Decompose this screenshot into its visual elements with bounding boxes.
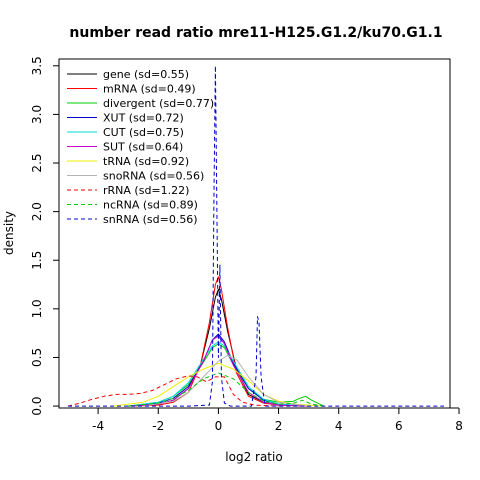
chart-title: number read ratio mre11-H125.G1.2/ku70.G… xyxy=(69,25,442,41)
x-axis: -4 -2 0 2 4 6 8 xyxy=(92,407,463,433)
x-tick-label: 2 xyxy=(275,419,283,433)
x-tick-label: 6 xyxy=(395,419,403,433)
y-tick-label: 1.5 xyxy=(30,251,44,270)
x-tick-label: 4 xyxy=(335,419,343,433)
legend-label: snRNA (sd=0.56) xyxy=(103,213,198,226)
legend-label: XUT (sd=0.72) xyxy=(103,112,184,125)
y-tick-label: 3.0 xyxy=(30,105,44,124)
legend: gene (sd=0.55) mRNA (sd=0.49)divergent (s… xyxy=(67,68,214,226)
y-tick-label: 0.5 xyxy=(30,348,44,367)
legend-label: tRNA (sd=0.92) xyxy=(103,155,189,168)
legend-label: gene (sd=0.55) xyxy=(103,68,189,81)
x-tick-label: -2 xyxy=(152,419,164,433)
x-axis-label: log2 ratio xyxy=(225,450,282,464)
x-tick-label: 0 xyxy=(215,419,223,433)
y-axis-label: density xyxy=(2,211,16,255)
y-tick-label: 0.0 xyxy=(30,397,44,416)
series-line-11 xyxy=(68,65,444,407)
legend-label: SUT (sd=0.64) xyxy=(103,141,183,154)
series-line-7 xyxy=(113,362,324,407)
legend-label: ncRNA (sd=0.89) xyxy=(103,199,198,212)
legend-label: divergent (sd=0.77) xyxy=(103,97,214,110)
y-tick-label: 3.5 xyxy=(30,56,44,75)
series-line-1 xyxy=(128,288,309,407)
legend-label: mRNA (sd=0.49) xyxy=(103,83,196,96)
y-tick-label: 2.0 xyxy=(30,202,44,221)
series-line-10 xyxy=(128,372,324,407)
series-line-6 xyxy=(128,335,309,407)
x-tick-label: 8 xyxy=(455,419,463,433)
legend-label: CUT (sd=0.75) xyxy=(103,126,184,139)
y-tick-label: 1.0 xyxy=(30,299,44,318)
series-line-9 xyxy=(67,375,279,407)
legend-label: snoRNA (sd=0.56) xyxy=(103,170,204,183)
y-tick-label: 2.5 xyxy=(30,153,44,172)
legend-label: rRNA (sd=1.22) xyxy=(103,184,189,197)
series-layer xyxy=(67,65,444,407)
series-line-2 xyxy=(128,276,309,407)
x-tick-label: -4 xyxy=(92,419,104,433)
series-line-8 xyxy=(143,355,309,407)
y-axis: 0.0 0.5 1.0 1.5 2.0 2.5 3.0 3.5 xyxy=(30,56,60,416)
